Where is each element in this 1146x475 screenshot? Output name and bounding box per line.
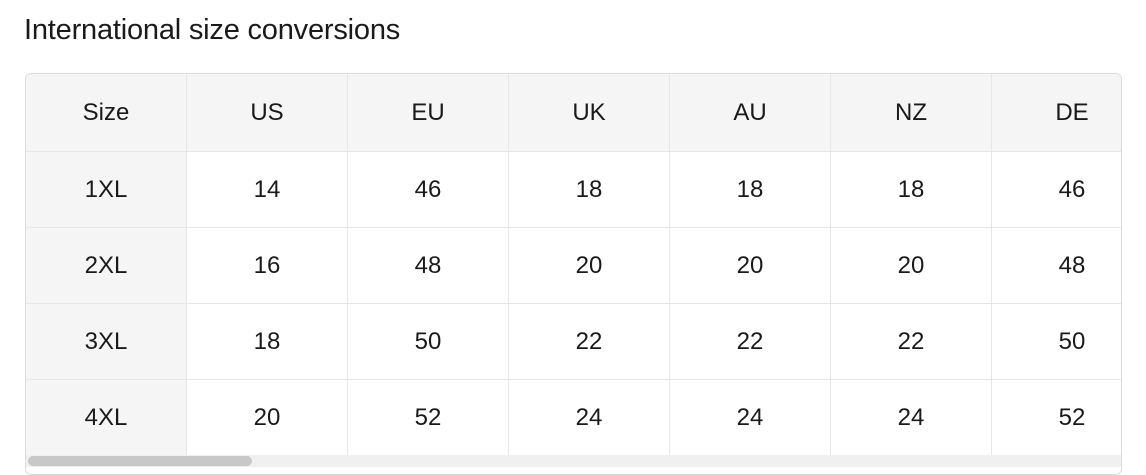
cell: 14 — [186, 151, 348, 228]
row-label: 3XL — [26, 303, 187, 380]
row-label: 4XL — [26, 379, 187, 456]
cell: 50 — [347, 303, 509, 380]
cell: 20 — [669, 227, 831, 304]
table-row: 3XL 18 50 22 22 22 50 — [26, 303, 1121, 380]
row-label: 2XL — [26, 227, 187, 304]
cell: 52 — [991, 379, 1121, 456]
size-table: Size US EU UK AU NZ DE 1XL 14 46 18 18 18 46 2XL 16 48 2… — [26, 74, 1121, 456]
cell: 18 — [508, 151, 670, 228]
scroll-thumb[interactable] — [28, 456, 252, 466]
cell: 46 — [991, 151, 1121, 228]
table-container: Size US EU UK AU NZ DE 1XL 14 46 18 18 18 46 2XL 16 48 2… — [25, 73, 1122, 475]
column-header: UK — [508, 74, 670, 152]
cell: 18 — [830, 151, 992, 228]
table-body: 1XL 14 46 18 18 18 46 2XL 16 48 20 20 20 48 3XL 18 50 22 2… — [26, 151, 1121, 456]
cell: 22 — [669, 303, 831, 380]
page: International size conversions Size US EU U… — [24, 14, 1122, 475]
cell: 16 — [186, 227, 348, 304]
table-row: 4XL 20 52 24 24 24 52 — [26, 379, 1121, 456]
cell: 20 — [830, 227, 992, 304]
column-header: DE — [991, 74, 1121, 152]
header-row: Size US EU UK AU NZ DE — [26, 74, 1121, 152]
column-header: AU — [669, 74, 831, 152]
cell: 52 — [347, 379, 509, 456]
column-header: Size — [26, 74, 187, 152]
title: International size conversions — [24, 14, 401, 46]
cell: 50 — [991, 303, 1121, 380]
column-header: US — [186, 74, 348, 152]
cell: 24 — [830, 379, 992, 456]
cell: 18 — [186, 303, 348, 380]
table-row: 1XL 14 46 18 18 18 46 — [26, 151, 1121, 228]
cell: 46 — [347, 151, 509, 228]
cell: 18 — [669, 151, 831, 228]
cell: 20 — [508, 227, 670, 304]
table-row: 2XL 16 48 20 20 20 48 — [26, 227, 1121, 304]
cell: 48 — [991, 227, 1121, 304]
column-header: EU — [347, 74, 509, 152]
scrollbar[interactable] — [26, 455, 1121, 467]
cell: 22 — [508, 303, 670, 380]
cell: 22 — [830, 303, 992, 380]
column-header: NZ — [830, 74, 992, 152]
cell: 24 — [508, 379, 670, 456]
cell: 48 — [347, 227, 509, 304]
cell: 20 — [186, 379, 348, 456]
row-label: 1XL — [26, 151, 187, 228]
cell: 24 — [669, 379, 831, 456]
